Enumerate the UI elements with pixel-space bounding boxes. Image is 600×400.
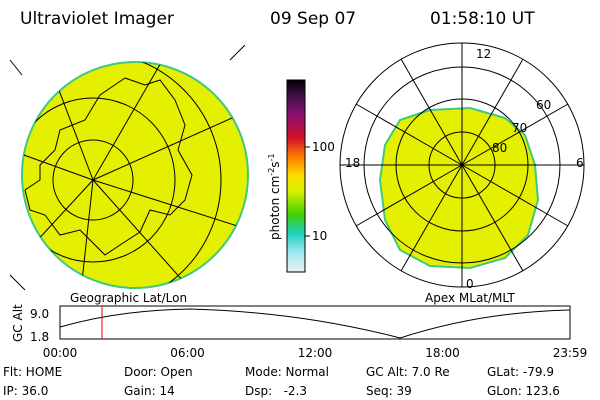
alt-xtick: 12:00 — [298, 346, 333, 360]
unit: photon cm — [268, 176, 282, 240]
info-field: GLat: -79.9 — [487, 365, 554, 379]
exponent: -2 — [267, 168, 276, 176]
alt-xtick: 23:59 — [553, 346, 588, 360]
alt-xtick: 06:00 — [170, 346, 205, 360]
right-label: Apex MLat/MLT — [425, 291, 515, 305]
magnetic-view — [339, 42, 585, 288]
info-field: Flt: HOME — [3, 365, 62, 379]
alt-plot — [59, 305, 571, 340]
colorbar-label: photon cm-2s-1 — [267, 153, 282, 240]
lat-label: 70 — [512, 121, 527, 135]
info-panel: Flt: HOME Door: Open Mode: Normal GC Alt: 7… — [3, 365, 560, 398]
left-label: Geographic Lat/Lon — [70, 291, 187, 305]
alt-xtick: 18:00 — [425, 346, 460, 360]
info-field: GLon: 123.6 — [487, 384, 560, 398]
exponent: -1 — [267, 153, 276, 161]
alt-ytick: 9.0 — [30, 307, 49, 321]
geographic-view — [9, 44, 249, 291]
mlt-label: 18 — [345, 156, 360, 170]
colorbar-tick-label: 100 — [312, 140, 335, 154]
mlt-label: 6 — [576, 156, 584, 170]
info-field: IP: 36.0 — [3, 384, 48, 398]
alt-ylabel: GC Alt — [11, 304, 25, 342]
alt-ytick: 1.8 — [30, 330, 49, 344]
info-field: Gain: 14 — [124, 384, 175, 398]
mlt-label: 12 — [476, 47, 491, 61]
mlt-label: 0 — [466, 277, 474, 291]
unit: s — [268, 161, 282, 167]
info-field: Dsp: -2.3 — [245, 384, 307, 398]
info-field: Door: Open — [124, 365, 193, 379]
time: 01:58:10 UT — [430, 9, 535, 29]
date: 09 Sep 07 — [270, 9, 356, 29]
info-field: Seq: 39 — [366, 384, 412, 398]
lat-label: 60 — [536, 98, 551, 112]
info-field: GC Alt: 7.0 Re — [366, 365, 450, 379]
alt-xtick: 00:00 — [43, 346, 78, 360]
colorbar-tick-label: 10 — [312, 229, 327, 243]
info-field: Mode: Normal — [245, 365, 329, 379]
colorbar — [286, 79, 306, 273]
alt-xticks: 00:00 06:00 12:00 18:00 23:59 — [43, 346, 588, 360]
title: Ultraviolet Imager — [20, 9, 174, 29]
lat-label: 80 — [492, 141, 507, 155]
